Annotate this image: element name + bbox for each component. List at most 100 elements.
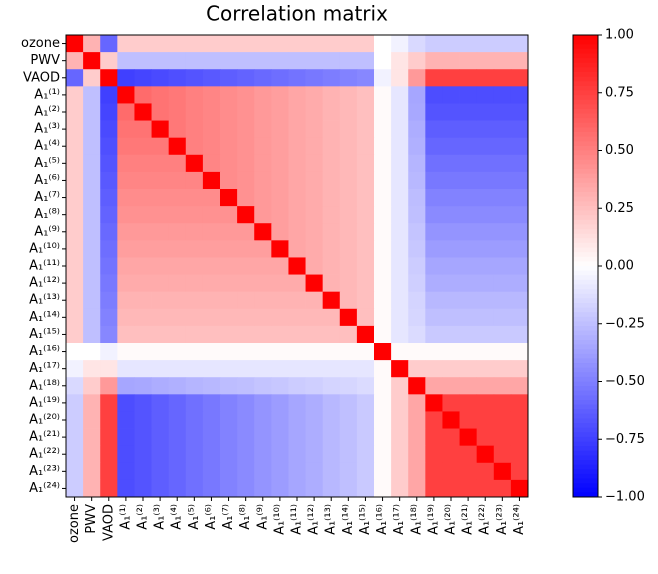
heatmap-cell (168, 171, 187, 190)
heatmap-cell (151, 308, 170, 327)
heatmap-cell (510, 206, 529, 224)
heatmap-cell (202, 445, 221, 464)
heatmap-cell (271, 445, 289, 464)
heatmap-cell (459, 171, 478, 190)
heatmap-cell (83, 240, 101, 258)
heatmap-cell (151, 445, 170, 464)
heatmap-cell (83, 257, 101, 275)
heatmap-cell (476, 154, 495, 173)
y-tick-label: A₁⁽⁷⁾ (34, 190, 60, 205)
heatmap-cell (254, 325, 272, 344)
heatmap-cell (425, 171, 443, 190)
colorbar-tick-label: −0.50 (605, 374, 645, 389)
heatmap-cell (374, 377, 392, 395)
colorbar-segment (573, 455, 598, 461)
heatmap-cell (185, 462, 204, 481)
heatmap-cell (510, 240, 529, 258)
heatmap-cell (374, 206, 392, 224)
x-tick-label: A₁⁽¹¹⁾ (290, 504, 305, 535)
heatmap-cell (493, 69, 512, 87)
heatmap-cell (322, 86, 341, 104)
heatmap-cell (356, 206, 375, 224)
heatmap-cell (202, 240, 221, 258)
heatmap-cell (339, 291, 358, 310)
heatmap-cell (356, 240, 375, 258)
heatmap-cell (271, 343, 289, 361)
colorbar-segment (573, 205, 598, 212)
heatmap-cell (66, 377, 84, 395)
heatmap-cell (339, 154, 358, 173)
colorbar-segment (573, 289, 598, 295)
heatmap-cell (459, 86, 478, 104)
x-tick-label: A₁⁽⁷⁾ (221, 504, 236, 530)
heatmap-cell (442, 462, 460, 481)
colorbar-segment (573, 48, 598, 54)
heatmap-cell (202, 35, 221, 53)
heatmap-cell (408, 308, 426, 327)
heatmap-cell (220, 86, 238, 104)
heatmap-cell (305, 86, 324, 104)
colorbar-segment (573, 473, 598, 480)
heatmap-cell (288, 35, 306, 53)
heatmap-cell (408, 394, 426, 412)
heatmap-cell (425, 69, 443, 87)
heatmap-cell (271, 86, 289, 104)
heatmap-cell (459, 411, 478, 429)
heatmap-cell (151, 291, 170, 310)
heatmap-cell (322, 223, 341, 241)
heatmap-cell (254, 137, 272, 156)
heatmap-cell (339, 257, 358, 275)
heatmap-cell (374, 52, 392, 70)
heatmap-cell (237, 274, 255, 293)
heatmap-cell (254, 69, 272, 87)
heatmap-cell (425, 428, 443, 447)
heatmap-cell (134, 189, 152, 207)
heatmap-cell (322, 360, 341, 378)
colorbar-segment (573, 219, 598, 225)
heatmap-cell (476, 479, 495, 498)
heatmap-cell (117, 308, 135, 327)
colorbar-segment (573, 108, 598, 115)
heatmap-cell (271, 69, 289, 87)
heatmap-cell (425, 343, 443, 361)
heatmap-cell (83, 69, 101, 87)
heatmap-cell (288, 479, 306, 498)
heatmap-cell (510, 137, 529, 156)
heatmap-cell (493, 360, 512, 378)
heatmap-cell (288, 120, 306, 139)
heatmap-cell (425, 120, 443, 139)
heatmap-cell (305, 137, 324, 156)
heatmap-cell (100, 189, 118, 207)
heatmap-cell (66, 411, 84, 429)
heatmap-cell (391, 257, 409, 275)
heatmap-cell (288, 394, 306, 412)
heatmap-cell (442, 171, 460, 190)
heatmap-cell (425, 479, 443, 498)
colorbar-segment (573, 67, 598, 73)
heatmap-cell (202, 291, 221, 310)
heatmap-cell (425, 52, 443, 70)
heatmap-cell (322, 445, 341, 464)
heatmap-cell (83, 189, 101, 207)
heatmap-cell (493, 377, 512, 395)
colorbar-segment (573, 159, 598, 165)
x-tick-label: A₁⁽¹⁵⁾ (358, 504, 373, 535)
heatmap-cell (151, 137, 170, 156)
heatmap-cell (202, 189, 221, 207)
heatmap-cell (83, 120, 101, 139)
heatmap-cell (66, 360, 84, 378)
heatmap-cell (493, 274, 512, 293)
heatmap-cell (322, 206, 341, 224)
x-tick-label: A₁⁽¹⁰⁾ (272, 504, 287, 535)
heatmap-cell (305, 360, 324, 378)
heatmap-cell (339, 325, 358, 344)
heatmap-cell (339, 35, 358, 53)
heatmap-cell (510, 189, 529, 207)
heatmap-cell (305, 274, 324, 293)
heatmap-cell (476, 206, 495, 224)
heatmap-cell (220, 343, 238, 361)
heatmap-cell (100, 86, 118, 104)
heatmap-cell (305, 394, 324, 412)
heatmap-cell (237, 223, 255, 241)
heatmap-cell (408, 462, 426, 481)
